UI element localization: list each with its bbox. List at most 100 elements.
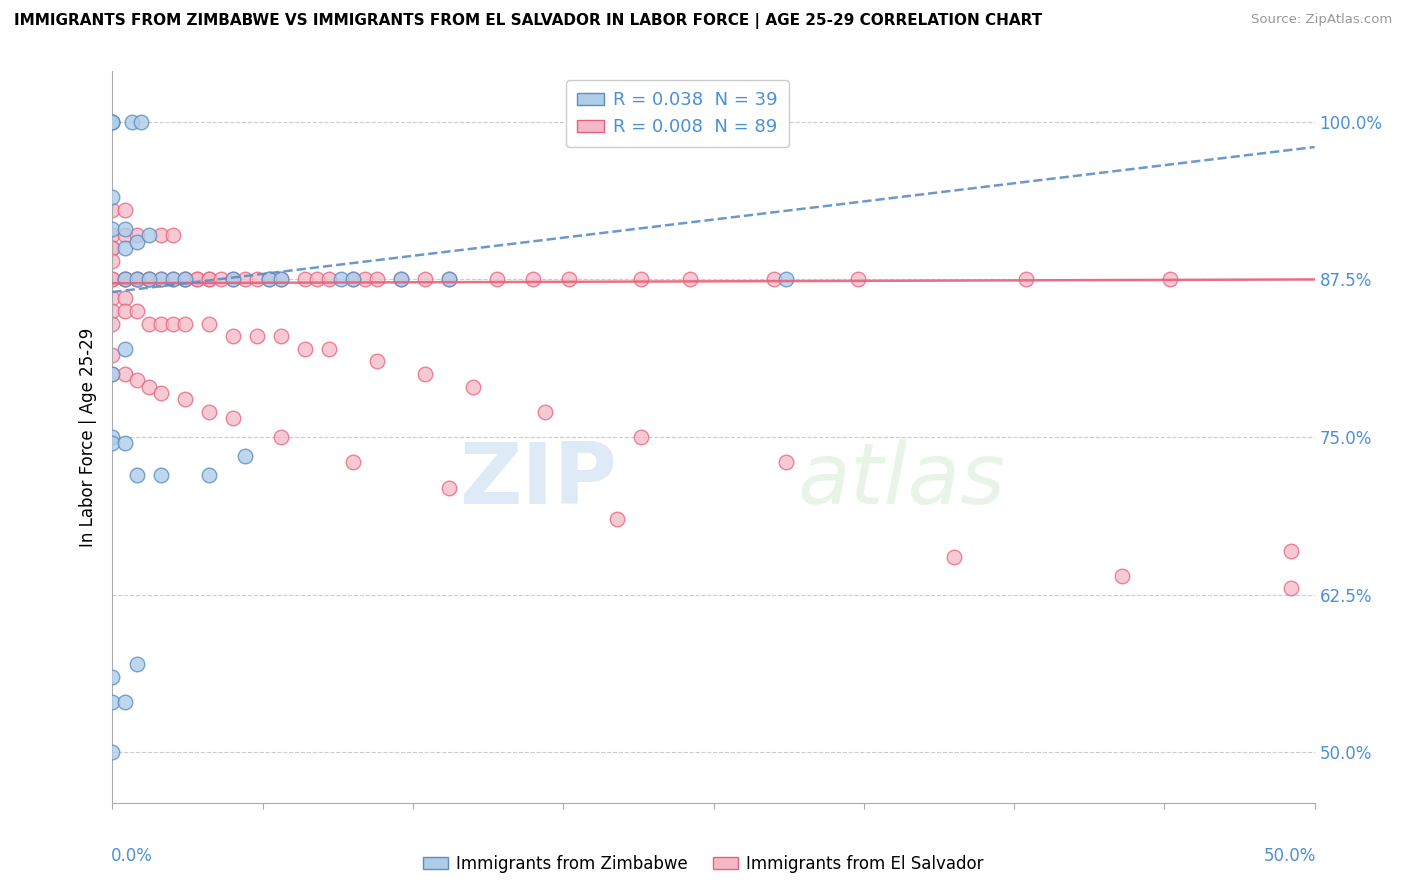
Point [342, 455, 364, 469]
Point [305, 272, 328, 286]
Point [437, 481, 460, 495]
Point [257, 272, 280, 286]
Point [101, 367, 124, 381]
Point [101, 436, 124, 450]
Point [318, 342, 340, 356]
Point [162, 228, 184, 243]
Point [101, 115, 124, 129]
Point [149, 272, 172, 286]
Point [101, 253, 124, 268]
Point [270, 272, 292, 286]
Point [186, 272, 208, 286]
Point [270, 430, 292, 444]
Text: IMMIGRANTS FROM ZIMBABWE VS IMMIGRANTS FROM EL SALVADOR IN LABOR FORCE | AGE 25-: IMMIGRANTS FROM ZIMBABWE VS IMMIGRANTS F… [14, 13, 1042, 29]
Point [101, 745, 124, 759]
Point [114, 222, 136, 236]
Point [138, 272, 160, 286]
Point [222, 329, 245, 343]
Point [114, 367, 136, 381]
Point [437, 272, 460, 286]
Point [606, 512, 628, 526]
Point [138, 379, 160, 393]
Point [101, 291, 124, 305]
Point [222, 272, 245, 286]
Point [101, 222, 124, 236]
Point [101, 115, 124, 129]
Point [233, 272, 256, 286]
Point [125, 272, 148, 286]
Point [114, 291, 136, 305]
Point [534, 405, 557, 419]
Point [1015, 272, 1038, 286]
Point [173, 272, 195, 286]
Text: ZIP: ZIP [460, 440, 617, 523]
Point [413, 272, 436, 286]
Point [942, 549, 965, 564]
Point [197, 272, 219, 286]
Point [162, 272, 184, 286]
Point [366, 272, 388, 286]
Y-axis label: In Labor Force | Age 25-29: In Labor Force | Age 25-29 [79, 327, 97, 547]
Point [125, 304, 148, 318]
Point [173, 317, 195, 331]
Point [678, 272, 700, 286]
Point [114, 241, 136, 255]
Point [197, 467, 219, 482]
Point [846, 272, 869, 286]
Point [125, 235, 148, 249]
Point [149, 386, 172, 401]
Point [101, 317, 124, 331]
Text: 0.0%: 0.0% [111, 847, 153, 864]
Point [318, 272, 340, 286]
Point [149, 467, 172, 482]
Point [630, 430, 652, 444]
Point [173, 272, 195, 286]
Point [342, 272, 364, 286]
Point [197, 272, 219, 286]
Point [101, 272, 124, 286]
Point [114, 228, 136, 243]
Point [246, 329, 269, 343]
Point [114, 342, 136, 356]
Point [138, 317, 160, 331]
Point [114, 272, 136, 286]
Point [209, 272, 232, 286]
Point [125, 467, 148, 482]
Point [294, 342, 316, 356]
Point [138, 228, 160, 243]
Point [101, 367, 124, 381]
Point [389, 272, 412, 286]
Text: 50.0%: 50.0% [1264, 847, 1316, 864]
Point [197, 317, 219, 331]
Point [114, 436, 136, 450]
Point [125, 228, 148, 243]
Point [1279, 543, 1302, 558]
Point [246, 272, 269, 286]
Point [125, 373, 148, 387]
Point [413, 367, 436, 381]
Point [197, 405, 219, 419]
Text: Source: ZipAtlas.com: Source: ZipAtlas.com [1251, 13, 1392, 27]
Point [1159, 272, 1181, 286]
Point [270, 329, 292, 343]
Legend: Immigrants from Zimbabwe, Immigrants from El Salvador: Immigrants from Zimbabwe, Immigrants fro… [416, 848, 990, 880]
Point [101, 241, 124, 255]
Point [775, 455, 797, 469]
Point [342, 272, 364, 286]
Point [101, 190, 124, 204]
Point [1111, 569, 1133, 583]
Point [114, 203, 136, 218]
Point [762, 272, 785, 286]
Point [486, 272, 509, 286]
Point [114, 272, 136, 286]
Point [354, 272, 377, 286]
Point [101, 695, 124, 709]
Point [222, 411, 245, 425]
Point [173, 392, 195, 407]
Point [101, 304, 124, 318]
Point [775, 272, 797, 286]
Point [125, 657, 148, 671]
Point [233, 449, 256, 463]
Point [114, 695, 136, 709]
Point [125, 272, 148, 286]
